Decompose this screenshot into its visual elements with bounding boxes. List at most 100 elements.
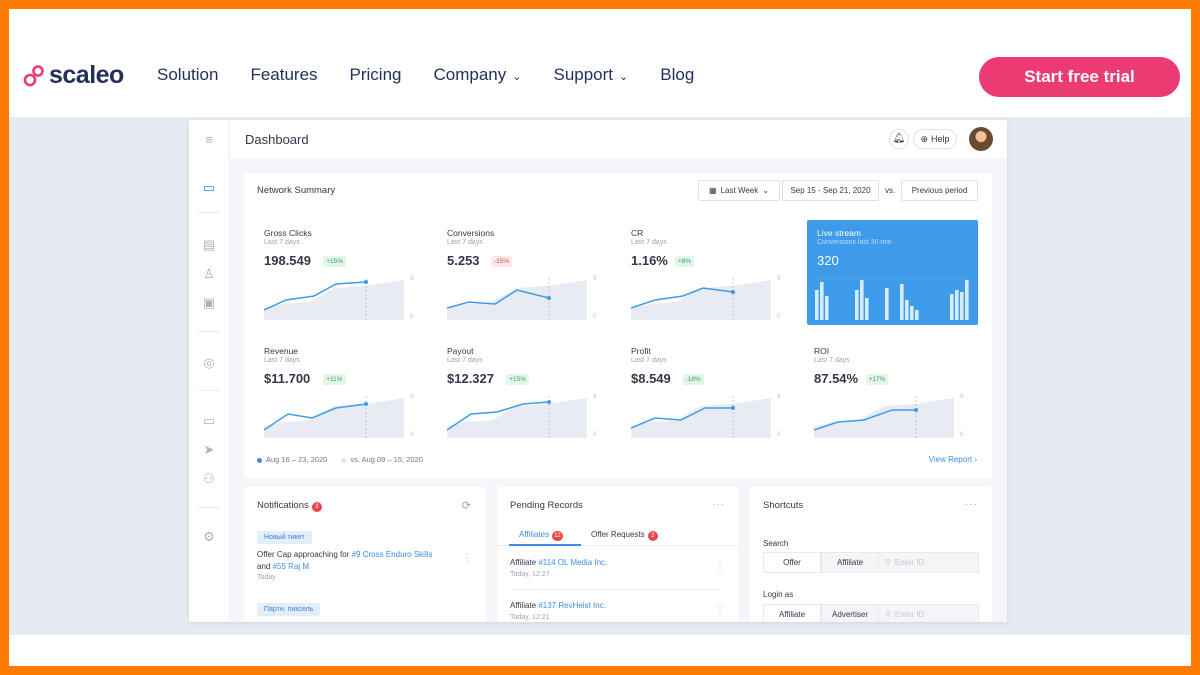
active-tab-indicator [509,544,581,546]
menu-icon[interactable]: ≡ [205,132,213,147]
refresh-icon[interactable]: ⟳ [461,500,472,512]
login-shortcut: Affiliate Advertiser ⚲ Enter ID [763,604,979,622]
calendar-icon: ▦ [709,186,717,195]
legend-current-label: Aug 16 – 23, 2020 [266,455,328,464]
current-period-line [264,281,367,311]
nav-company[interactable]: Company ⌄ [434,65,522,85]
metric-delta-badge: +15% [506,374,529,385]
chevron-right-icon: › [974,455,977,464]
help-button[interactable]: ⊕ Help [913,129,957,149]
notification-link[interactable]: #55 Raj M [272,562,310,571]
nav-support[interactable]: Support ⌄ [553,65,628,85]
nav-blog[interactable]: Blog [660,65,694,85]
nav-pricing[interactable]: Pricing [350,65,402,85]
axis-bottom-label: 0 [960,432,964,438]
metric-delta-badge: +17% [865,374,889,385]
live-bar [820,282,824,320]
axis-bottom-label: 0 [777,432,781,438]
search-shortcut: Offer Affiliate ⚲ Enter ID [763,552,979,573]
axis-bottom-label: 0 [593,314,597,320]
period-label: Last Week [720,186,759,195]
briefcase-icon[interactable]: ▣ [202,295,216,310]
network-summary-panel: Network Summary ▦ Last Week ⌄ Sep 15 - Sep… [244,173,992,478]
live-bar [915,310,919,320]
metric-value: 198.549 [264,253,311,268]
live-bar [960,292,964,320]
nav-pricing-label: Pricing [349,65,402,84]
nav-solution[interactable]: Solution [157,65,218,85]
more-vertical-icon[interactable]: ⋮ [715,562,725,573]
network-summary-title: Network Summary [257,185,336,196]
users-icon[interactable]: ⚇ [203,471,215,486]
axis-top-label: 5K [777,276,781,282]
tab-offer-requests[interactable]: Offer Requests 3 [591,530,658,541]
metric-value: $11.700 [264,371,311,386]
live-bar [860,280,864,320]
send-icon[interactable]: ➤ [203,442,215,457]
more-horizontal-icon[interactable]: ··· [965,499,978,510]
tab-affiliates-label: Affiliates [519,530,550,539]
scaleo-logo-icon [23,64,45,88]
record-link[interactable]: #137 RevHeist Inc. [538,601,606,610]
current-point [547,296,551,300]
nav-features[interactable]: Features [250,65,317,85]
metric-period: Last 7 days [264,239,300,246]
current-point [364,402,368,406]
current-period-line [814,409,916,431]
record-link[interactable]: #114 OL Media Inc. [538,558,608,567]
settings-icon[interactable]: ⚙ [203,529,215,544]
sidebar-divider [198,331,220,332]
nav-company-label: Company [433,65,507,84]
live-bar [910,306,914,320]
axis-top-label: 5K [410,394,414,400]
axis-bottom-label: 0 [410,314,414,320]
more-vertical-icon[interactable]: ⋮ [462,553,472,564]
live-bar [905,300,909,320]
search-id-input[interactable]: ⚲ Enter ID [879,552,979,573]
period-select[interactable]: ▦ Last Week ⌄ [698,180,780,201]
nav-solution-label: Solution [157,65,219,84]
live-stream-card[interactable]: Live stream Conversions last 30 min 320 [807,220,978,325]
search-affiliate-option[interactable]: Affiliate [821,552,879,573]
notification-link[interactable]: #9 Cross Enduro Skills [351,550,433,559]
record-title: Affiliate #114 OL Media Inc. [510,558,607,567]
date-range[interactable]: Sep 15 - Sep 21, 2020 [782,180,879,201]
login-affiliate-option[interactable]: Affiliate [763,604,821,622]
compare-select[interactable]: Previous period [901,180,978,201]
search-offer-option[interactable]: Offer [763,552,821,573]
axis-bottom-label: 0 [777,314,781,320]
metric-label: CR [631,228,644,238]
metric-label: Profit [631,346,651,356]
start-free-trial-button[interactable]: Start free trial [979,57,1180,97]
view-report-link[interactable]: View Report › [929,455,977,464]
login-advertiser-option[interactable]: Advertiser [821,604,879,622]
metric-delta-badge: -15% [491,256,513,267]
logo[interactable]: scaleo [23,61,124,90]
tab-count-badge: 12 [552,531,563,541]
bell-icon[interactable]: 🔔︎ [889,129,909,149]
avatar[interactable] [969,127,993,151]
monitor-icon[interactable]: ▭ [202,180,216,195]
tab-affiliates[interactable]: Affiliates 12 [519,530,563,541]
site-header: scaleo Solution Features Pricing Company… [9,9,1191,117]
live-bar [900,284,904,320]
current-point [547,400,551,404]
metric-period: Last 7 days [631,357,667,364]
page-title: Dashboard [245,132,309,147]
vs-label: vs. [885,186,896,195]
more-horizontal-icon[interactable]: ··· [712,499,725,510]
globe-icon[interactable]: ◎ [203,355,215,370]
login-id-input[interactable]: ⚲ Enter ID [879,604,979,622]
more-vertical-icon[interactable]: ⋮ [715,605,725,616]
card-icon[interactable]: ▭ [202,413,216,428]
metric-label: ROI [814,346,830,356]
id-card-icon[interactable]: ▤ [202,237,216,252]
user-icon[interactable]: ♙ [203,266,215,281]
